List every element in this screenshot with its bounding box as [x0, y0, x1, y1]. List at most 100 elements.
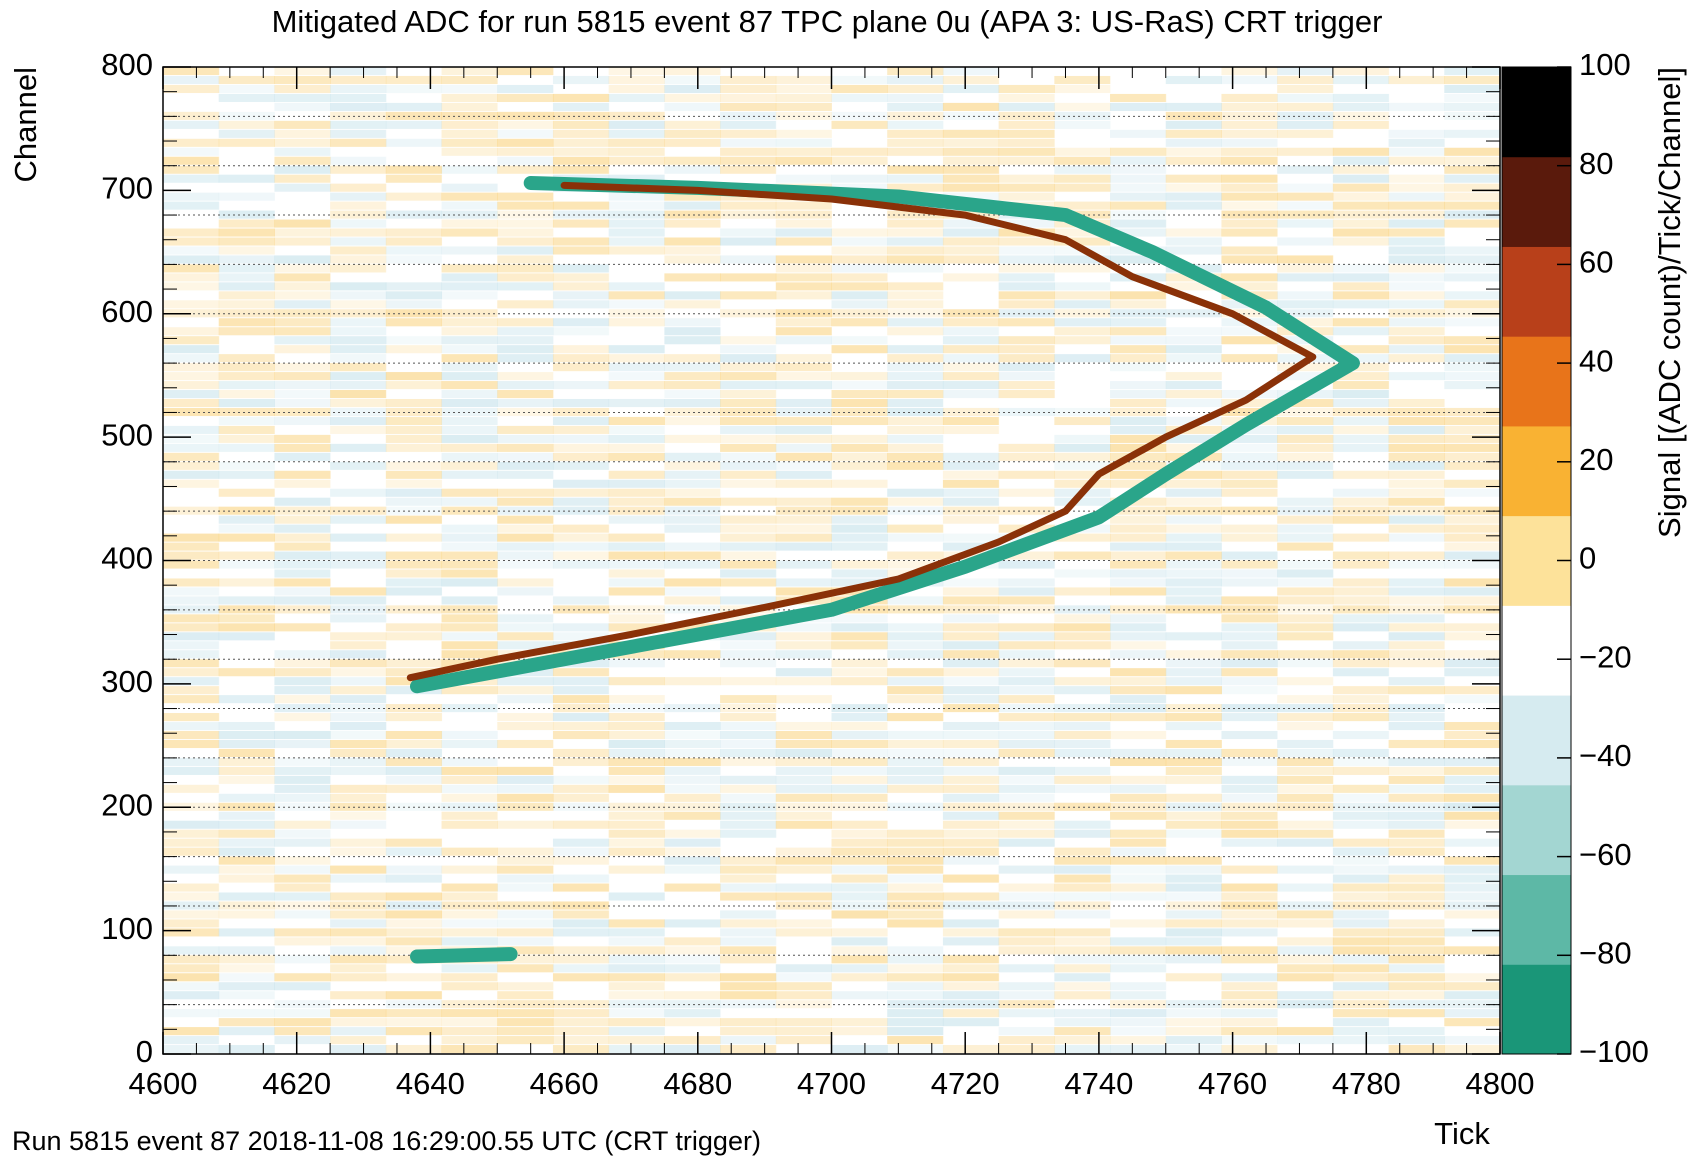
noise-cell: [831, 964, 888, 973]
noise-cell: [887, 327, 944, 336]
noise-cell: [163, 632, 220, 641]
noise-cell: [1388, 605, 1445, 614]
noise-cell: [330, 838, 387, 847]
noise-cell: [664, 156, 721, 165]
noise-cell: [775, 847, 832, 856]
noise-cell: [1165, 551, 1222, 560]
noise-cell: [274, 183, 331, 192]
noise-cell: [775, 883, 832, 892]
noise-cell: [1221, 1027, 1278, 1036]
noise-cell: [998, 67, 1055, 76]
noise-cell: [163, 730, 220, 740]
noise-cell: [1444, 470, 1500, 479]
noise-cell: [497, 165, 554, 174]
noise-cell: [998, 398, 1055, 408]
noise-cell: [775, 533, 832, 542]
noise-cell: [330, 1045, 387, 1054]
noise-cell: [441, 67, 498, 76]
noise-cell: [887, 183, 944, 192]
noise-cell: [1054, 1027, 1111, 1036]
noise-cell: [664, 865, 721, 874]
noise-cell: [1054, 874, 1111, 883]
noise-cell: [274, 488, 331, 497]
noise-cell: [1110, 1027, 1167, 1036]
noise-cell: [1110, 919, 1167, 928]
noise-cell: [1332, 659, 1390, 668]
noise-cell: [1332, 425, 1390, 434]
noise-cell: [552, 748, 610, 758]
noise-cell: [1388, 84, 1445, 94]
noise-cell: [441, 291, 498, 300]
noise-cell: [1388, 1045, 1445, 1054]
noise-cell: [887, 659, 944, 668]
noise-cell: [163, 964, 220, 973]
noise-cell: [1221, 327, 1278, 336]
noise-cell: [1277, 856, 1334, 865]
noise-cell: [775, 937, 832, 946]
noise-cell: [330, 722, 387, 731]
noise-cell: [552, 372, 610, 381]
noise-cell: [1388, 569, 1445, 578]
noise-cell: [330, 775, 387, 784]
noise-cell: [330, 434, 387, 443]
noise-cell: [163, 524, 220, 533]
noise-cell: [497, 228, 554, 237]
noise-cell: [218, 390, 275, 399]
noise-cell: [1165, 443, 1222, 452]
noise-cell: [163, 354, 220, 363]
noise-cell: [664, 390, 721, 399]
noise-cell: [1388, 1027, 1445, 1036]
noise-cell: [1444, 578, 1500, 587]
noise-cell: [942, 973, 1000, 982]
noise-cell: [608, 461, 665, 470]
noise-cell: [330, 479, 387, 488]
noise-cell: [720, 587, 777, 596]
noise-cell: [831, 641, 888, 650]
noise-cell: [998, 587, 1055, 596]
noise-cell: [1332, 919, 1390, 928]
noise-cell: [552, 156, 610, 165]
noise-cell: [497, 354, 554, 363]
noise-cell: [942, 461, 1000, 470]
noise-cell: [775, 686, 832, 695]
noise-cell: [497, 802, 554, 811]
noise-cell: [1221, 587, 1278, 596]
noise-cell: [1221, 461, 1278, 470]
noise-cell: [1110, 291, 1167, 300]
noise-cell: [441, 811, 498, 820]
noise-cell: [664, 147, 721, 156]
noise-cell: [1054, 354, 1111, 363]
noise-cell: [1277, 452, 1334, 461]
noise-cell: [1388, 991, 1445, 1000]
noise-cell: [218, 246, 275, 255]
noise-cell: [441, 928, 498, 937]
noise-cell: [552, 407, 610, 417]
noise-cell: [163, 102, 220, 111]
noise-cell: [163, 443, 220, 452]
noise-cell: [887, 434, 944, 443]
noise-cell: [163, 174, 220, 183]
noise-cell: [1388, 336, 1445, 345]
noise-cell: [608, 1045, 665, 1054]
noise-cell: [1054, 677, 1111, 686]
noise-cell: [998, 1027, 1055, 1036]
noise-cell: [218, 488, 275, 497]
noise-cell: [887, 892, 944, 901]
z-tick-label: 100: [1579, 47, 1631, 82]
noise-cell: [218, 793, 275, 802]
noise-cell: [1444, 407, 1500, 417]
noise-cell: [1054, 506, 1111, 515]
noise-cell: [163, 739, 220, 749]
noise-cell: [1388, 506, 1445, 515]
noise-cell: [497, 237, 554, 246]
noise-cell: [664, 201, 721, 210]
noise-cell: [441, 1009, 498, 1018]
noise-cell: [1221, 937, 1278, 946]
noise-cell: [1054, 156, 1111, 165]
noise-cell: [887, 865, 944, 874]
noise-cell: [1165, 596, 1222, 605]
noise-cell: [1221, 246, 1278, 255]
noise-cell: [1165, 147, 1222, 156]
noise-cell: [497, 120, 554, 129]
noise-cell: [163, 829, 220, 838]
